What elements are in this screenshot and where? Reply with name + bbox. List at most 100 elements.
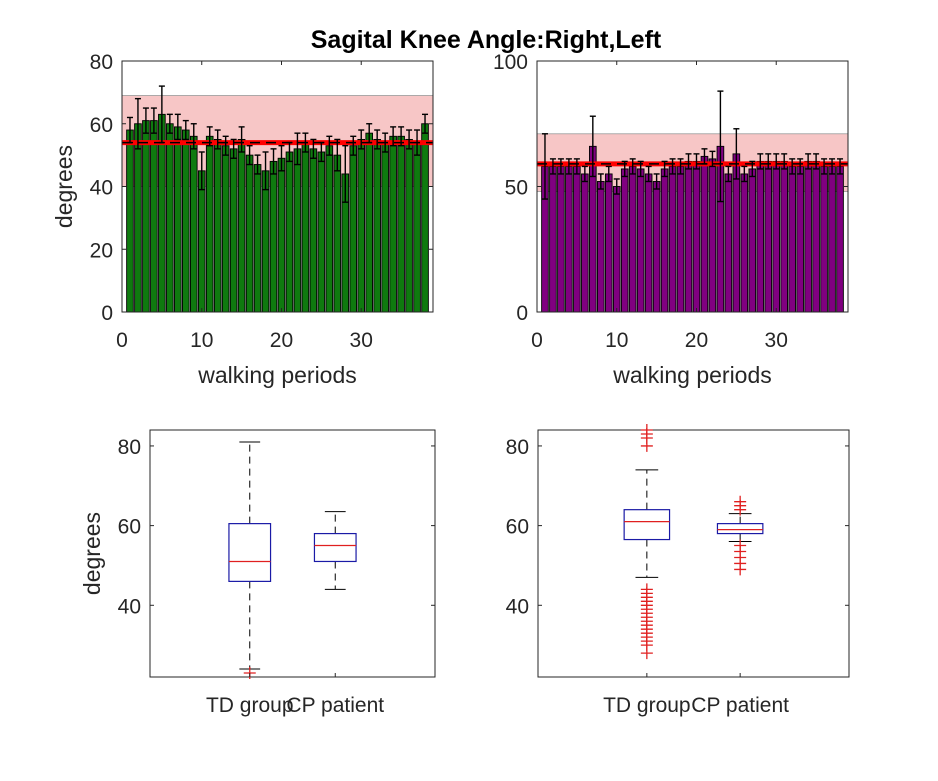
bar-13 — [636, 168, 645, 313]
bar-19 — [684, 160, 693, 313]
bar-37 — [828, 165, 836, 313]
bar-9 — [604, 173, 613, 313]
bar-36 — [405, 138, 413, 313]
x-tick-label-td-group: TD group — [603, 694, 691, 717]
box-cp-patient — [313, 532, 357, 563]
bar-34 — [804, 160, 812, 313]
bar-6 — [581, 173, 589, 313]
bar-5 — [573, 165, 581, 313]
boxplot-left-knee: TD group CP patient 40 60 80 — [506, 424, 850, 717]
x-tick-label-cp-patient: CP patient — [286, 694, 384, 717]
bar-38 — [421, 123, 429, 313]
bar-22 — [708, 158, 717, 313]
bar-19 — [269, 160, 278, 313]
bar-37 — [413, 142, 421, 313]
outlier-td-group-16 — [640, 583, 653, 596]
y-tick-label: 60 — [506, 516, 529, 539]
y-tick-label: 80 — [118, 436, 141, 459]
bar-7 — [174, 126, 182, 313]
figure-title: Sagital Knee Angle:Right,Left — [311, 26, 662, 54]
bar-32 — [373, 138, 381, 313]
y-tick-label: 80 — [90, 51, 113, 74]
x-axis-label: walking periods — [197, 362, 357, 388]
bar-27 — [333, 154, 342, 313]
bar-17 — [253, 164, 262, 313]
y-tick-label: 50 — [505, 177, 528, 200]
x-tick-label: 10 — [605, 329, 628, 352]
bar-3 — [142, 120, 150, 313]
bar-13 — [221, 145, 230, 313]
x-tick-label: 30 — [350, 329, 373, 352]
y-tick-label: 60 — [118, 516, 141, 539]
bar-2 — [549, 165, 557, 313]
x-tick-label: 20 — [685, 329, 708, 352]
bar-11 — [205, 135, 214, 313]
bar-15 — [237, 138, 246, 313]
bar-31 — [365, 132, 374, 313]
box-td-group — [623, 509, 671, 541]
y-tick-label: 60 — [90, 114, 113, 137]
bar-34 — [389, 135, 397, 313]
x-tick-label: 0 — [531, 329, 543, 352]
y-tick-label: 0 — [101, 302, 113, 325]
bar-16 — [245, 154, 254, 313]
axes-frame — [149, 429, 436, 678]
bar-8 — [596, 181, 605, 313]
bar-14 — [644, 173, 653, 313]
bar-21 — [285, 151, 294, 313]
y-axis-label: degrees — [51, 145, 77, 228]
x-tick-label: 10 — [190, 329, 213, 352]
bar-33 — [796, 165, 804, 313]
bar-25 — [317, 151, 326, 313]
bar-31 — [780, 160, 789, 313]
bar-22 — [293, 148, 302, 313]
y-axis-label: degrees — [79, 512, 105, 595]
bar-6 — [166, 123, 174, 313]
bar-24 — [309, 148, 318, 313]
bar-26 — [325, 145, 334, 313]
bar-35 — [397, 135, 405, 313]
x-tick-label: 0 — [116, 329, 128, 352]
outlier-cp-patient-5 — [734, 539, 747, 552]
bar-18 — [261, 170, 270, 313]
bar-32 — [788, 165, 796, 313]
box-td-group — [228, 523, 272, 582]
bar-23 — [301, 142, 310, 313]
bar-11 — [620, 168, 629, 313]
bar-10 — [612, 186, 621, 313]
bar-30 — [772, 160, 781, 313]
bar-16 — [660, 168, 669, 313]
bar-24 — [724, 173, 733, 313]
bar-4 — [150, 120, 158, 313]
bar-12 — [213, 138, 222, 313]
bar-35 — [812, 160, 820, 313]
bar-30 — [357, 138, 366, 313]
x-axis-label: walking periods — [612, 362, 772, 388]
bar-15 — [652, 181, 661, 313]
bar-36 — [820, 165, 828, 313]
bar-33 — [381, 142, 389, 313]
x-tick-label-cp-patient: CP patient — [691, 694, 789, 717]
bar-2 — [134, 123, 142, 313]
bar-4 — [565, 165, 573, 313]
bar-29 — [764, 160, 773, 313]
y-tick-label: 40 — [90, 177, 113, 200]
bar-17 — [668, 165, 677, 313]
bar-21 — [700, 155, 709, 313]
bar-9 — [189, 135, 198, 313]
bar-18 — [676, 165, 685, 313]
bar-14 — [229, 148, 238, 313]
bar-chart-left-knee: 0 10 20 30 0 50 100 walking periods — [493, 51, 849, 388]
outlier-cp-patient-8 — [734, 495, 747, 508]
box-cp-patient — [716, 523, 764, 535]
bar-38 — [836, 165, 844, 313]
bar-12 — [628, 165, 637, 313]
bar-3 — [557, 165, 565, 313]
y-tick-label: 20 — [90, 239, 113, 262]
bar-8 — [181, 129, 190, 313]
outlier-td-group-20 — [640, 424, 653, 436]
x-tick-label: 30 — [765, 329, 788, 352]
bar-10 — [197, 170, 206, 313]
